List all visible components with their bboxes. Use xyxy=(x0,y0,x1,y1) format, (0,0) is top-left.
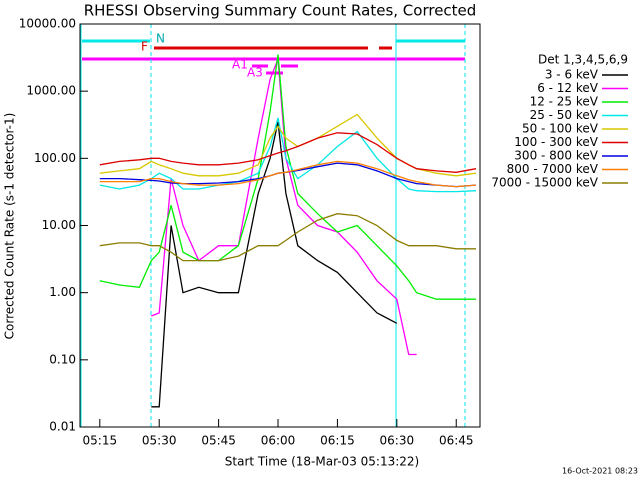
x-tick-label: 06:15 xyxy=(320,434,355,448)
series-line xyxy=(99,117,477,193)
y-tick-label: 100.00 xyxy=(34,151,76,165)
legend-label: 800 - 7000 keV xyxy=(507,162,599,176)
flag-label: N xyxy=(156,32,165,46)
legend-label: 6 - 12 keV xyxy=(537,81,599,95)
legend-label: 7000 - 15000 keV xyxy=(491,176,598,190)
y-tick-label: 1.00 xyxy=(49,285,76,299)
y-tick-label: 0.01 xyxy=(49,420,76,434)
y-tick-label: 10.00 xyxy=(42,218,76,232)
legend-label: 300 - 800 keV xyxy=(514,149,598,163)
x-tick-label: 05:30 xyxy=(142,434,177,448)
legend-label: 50 - 100 keV xyxy=(522,122,599,136)
x-tick-label: 06:00 xyxy=(261,434,296,448)
y-axis-label: Corrected Count Rate (s-1 detector-1) xyxy=(3,113,17,340)
footer: 16-Oct-2021 08:23 xyxy=(562,467,638,476)
x-tick-label: 05:15 xyxy=(83,434,118,448)
x-axis-label: Start Time (18-Mar-03 05:13:22) xyxy=(225,455,419,469)
series-line xyxy=(151,121,398,408)
legend-label: 3 - 6 keV xyxy=(545,68,599,82)
chart-title: RHESSI Observing Summary Count Rates, Co… xyxy=(84,2,477,20)
series-line xyxy=(99,132,477,173)
flag-bars: N F A1 A3 xyxy=(82,32,465,80)
legend-title: Det 1,3,4,5,6,9 xyxy=(538,53,628,67)
flag-label: F xyxy=(141,40,148,54)
x-tick-label: 06:45 xyxy=(439,434,474,448)
legend-label: 100 - 300 keV xyxy=(514,135,598,149)
legend-label: 12 - 25 keV xyxy=(530,95,599,109)
flag-label: A1 xyxy=(232,58,248,72)
series-line xyxy=(99,160,477,188)
x-tick-label: 06:30 xyxy=(380,434,415,448)
y-tick-label: 10000.00 xyxy=(19,17,76,31)
y-tick-label: 1000.00 xyxy=(26,84,76,98)
flag-label: A3 xyxy=(247,66,263,80)
series-line xyxy=(99,54,476,300)
legend-label: 25 - 50 keV xyxy=(530,108,599,122)
series-line xyxy=(99,213,476,262)
x-tick-label: 05:45 xyxy=(201,434,236,448)
y-tick-label: 0.10 xyxy=(49,352,76,366)
